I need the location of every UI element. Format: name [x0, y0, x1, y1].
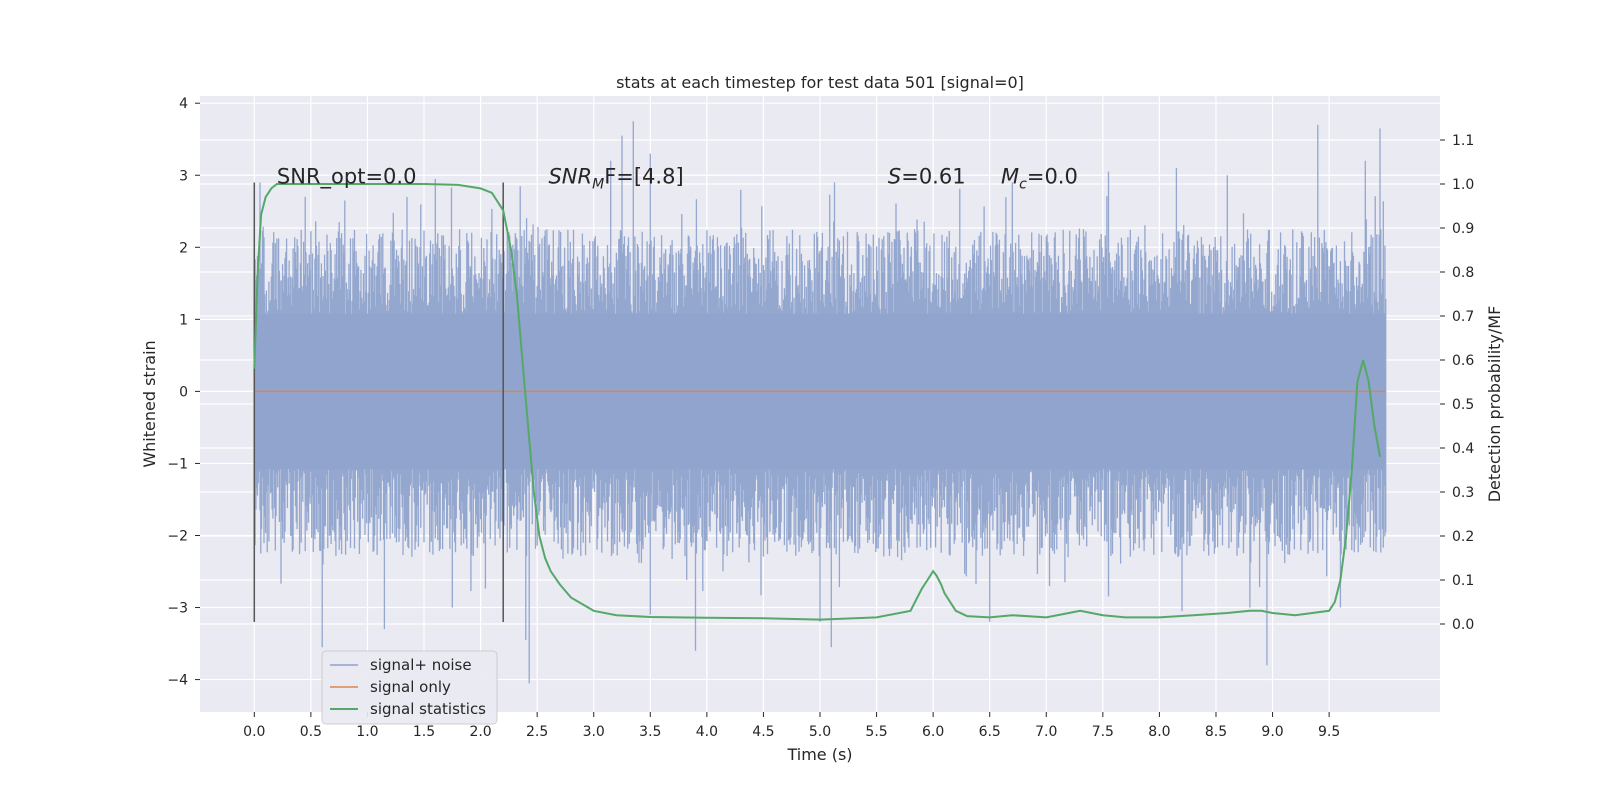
y-tick-label: −3 [167, 601, 188, 617]
annotation-main: M [1001, 164, 1019, 188]
x-tick-label: 6.5 [979, 724, 1001, 740]
x-tick-label: 3.0 [583, 724, 605, 740]
y-right-tick-label: 0.7 [1452, 309, 1474, 325]
annotation-rest: =0.0 [1027, 164, 1078, 188]
annotation-main: S [888, 164, 901, 188]
y-right-tick-label: 0.2 [1452, 529, 1474, 545]
y-tick-label: −1 [167, 456, 188, 472]
legend-label: signal+ noise [370, 656, 472, 674]
y-tick-label: 2 [179, 240, 188, 256]
y-axis-right-label: Detection probability/MF [1485, 306, 1504, 503]
annotation-subscript: c [1019, 176, 1027, 192]
y-tick-label: 4 [179, 96, 188, 112]
y-right-tick-label: 0.5 [1452, 397, 1474, 413]
y-tick-label: 1 [179, 312, 188, 328]
x-tick-label: 5.0 [809, 724, 831, 740]
annotation: SNR_opt=0.0 [277, 164, 417, 189]
x-tick-label: 3.5 [639, 724, 661, 740]
x-tick-label: 4.0 [696, 724, 718, 740]
x-tick-label: 1.0 [356, 724, 378, 740]
y-right-tick-label: 0.1 [1452, 573, 1474, 589]
y-right-tick-label: 0.8 [1452, 265, 1474, 281]
y-axis-label: Whitened strain [140, 340, 159, 467]
annotation: S=0.61 [888, 164, 966, 188]
x-axis-label: Time (s) [786, 745, 852, 764]
chart-title: stats at each timestep for test data 501… [616, 73, 1024, 92]
series-signal-statistics-line [253, 183, 1381, 621]
annotation: SNRMF=[4.8] [548, 164, 683, 192]
x-tick-label: 0.0 [243, 724, 265, 740]
x-tick-label: 0.5 [300, 724, 322, 740]
y-right-tick-label: 0.6 [1452, 353, 1474, 369]
y-tick-label: −4 [167, 673, 188, 689]
legend: signal+ noise signal only signal statistic… [321, 650, 498, 725]
marks [253, 182, 1386, 622]
x-tick-label: 9.5 [1318, 724, 1340, 740]
y-tick-label: 0 [179, 384, 188, 400]
y-tick-label: 3 [179, 168, 188, 184]
x-tick-label: 7.0 [1035, 724, 1057, 740]
x-tick-label: 2.5 [526, 724, 548, 740]
axes: 0.0 0.5 1.0 1.5 2.0 2.5 3.0 3.5 4.0 4.5 5.0 5.5 6.0 6… [167, 96, 1474, 740]
y-right-tick-label: 0.0 [1452, 617, 1474, 633]
annotation-rest: =0.61 [901, 164, 965, 188]
x-tick-label: 1.5 [413, 724, 435, 740]
y-right-tick-label: 0.4 [1452, 441, 1474, 457]
annotation: Mc=0.0 [1001, 164, 1078, 192]
x-tick-label: 9.0 [1261, 724, 1283, 740]
y-right-tick-label: 1.0 [1452, 177, 1474, 193]
x-tick-label: 7.5 [1092, 724, 1114, 740]
annotation-main: SNR [548, 164, 592, 188]
y-right-tick-label: 1.1 [1452, 133, 1474, 149]
y-right-tick-label: 0.3 [1452, 485, 1474, 501]
y-tick-label: −2 [167, 528, 188, 544]
legend-label: signal statistics [370, 700, 486, 718]
x-tick-label: 2.0 [469, 724, 491, 740]
annotations: SNR_opt=0.0 SNRMF=[4.8] S=0.61 Mc=0.0 [277, 164, 1078, 192]
legend-label: signal only [370, 678, 451, 696]
annotation-rest: F=[4.8] [604, 164, 683, 188]
x-tick-label: 8.5 [1205, 724, 1227, 740]
x-tick-label: 5.5 [865, 724, 887, 740]
x-tick-label: 8.0 [1148, 724, 1170, 740]
x-tick-label: 4.5 [752, 724, 774, 740]
legend-box [321, 650, 498, 725]
annotation-subscript: M [592, 176, 604, 192]
x-tick-label: 6.0 [922, 724, 944, 740]
y-right-tick-label: 0.9 [1452, 221, 1474, 237]
